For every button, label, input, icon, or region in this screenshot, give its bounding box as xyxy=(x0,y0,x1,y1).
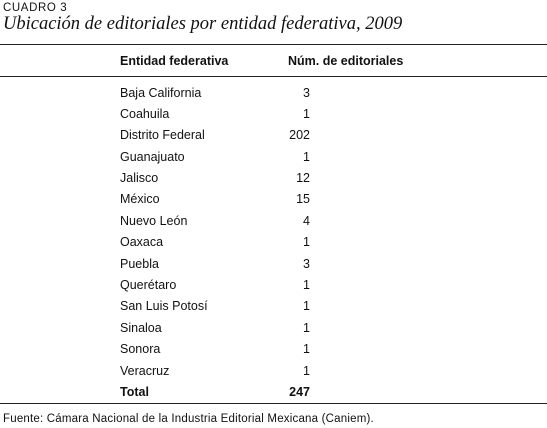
top-rule xyxy=(0,44,547,45)
table-row: Puebla 3 xyxy=(0,257,547,278)
table-row: San Luis Potosí 1 xyxy=(0,299,547,320)
table-row: Veracruz 1 xyxy=(0,364,547,385)
table-row: México 15 xyxy=(0,192,547,213)
count-cell: 15 xyxy=(296,192,310,206)
state-cell: Veracruz xyxy=(120,364,170,378)
table-row: Sinaloa 1 xyxy=(0,321,547,342)
bottom-rule xyxy=(0,403,547,404)
state-cell: Querétaro xyxy=(120,278,177,292)
state-cell: Nuevo León xyxy=(120,214,188,228)
state-cell: San Luis Potosí xyxy=(120,299,208,313)
count-cell: 1 xyxy=(303,278,310,292)
table-title: Ubicación de editoriales por entidad fed… xyxy=(3,14,403,34)
state-cell: Jalisco xyxy=(120,171,159,185)
table-label: CUADRO 3 xyxy=(3,2,68,14)
table-row: Guanajuato 1 xyxy=(0,150,547,171)
header-rule xyxy=(0,76,547,77)
count-cell: 4 xyxy=(303,214,310,228)
state-cell: Oaxaca xyxy=(120,235,164,249)
source-note: Fuente: Cámara Nacional de la Industria … xyxy=(3,413,374,425)
count-cell: 1 xyxy=(303,321,310,335)
count-cell: 3 xyxy=(303,257,310,271)
table-row: Jalisco 12 xyxy=(0,171,547,192)
table-row: Sonora 1 xyxy=(0,342,547,363)
state-cell: Guanajuato xyxy=(120,150,185,164)
count-cell: 1 xyxy=(303,364,310,378)
count-cell: 3 xyxy=(303,86,310,100)
total-value: 247 xyxy=(289,385,310,399)
state-cell: Baja California xyxy=(120,86,202,100)
column-header-state: Entidad federativa xyxy=(120,54,229,68)
state-cell: Distrito Federal xyxy=(120,128,205,142)
state-cell: Sinaloa xyxy=(120,321,162,335)
count-cell: 1 xyxy=(303,342,310,356)
table-row: Coahuila 1 xyxy=(0,107,547,128)
state-cell: Sonora xyxy=(120,342,161,356)
state-cell: México xyxy=(120,192,160,206)
total-label: Total xyxy=(120,385,149,399)
table-row: Baja California 3 xyxy=(0,86,547,107)
total-row: Total 247 xyxy=(0,385,547,406)
count-cell: 1 xyxy=(303,107,310,121)
count-cell: 1 xyxy=(303,150,310,164)
table-row: Distrito Federal 202 xyxy=(0,128,547,149)
count-cell: 1 xyxy=(303,299,310,313)
table-row: Querétaro 1 xyxy=(0,278,547,299)
table-row: Nuevo León 4 xyxy=(0,214,547,235)
count-cell: 1 xyxy=(303,235,310,249)
column-header-count: Núm. de editoriales xyxy=(288,54,404,68)
count-cell: 12 xyxy=(296,171,310,185)
table-row: Oaxaca 1 xyxy=(0,235,547,256)
state-cell: Coahuila xyxy=(120,107,170,121)
count-cell: 202 xyxy=(289,128,310,142)
state-cell: Puebla xyxy=(120,257,159,271)
